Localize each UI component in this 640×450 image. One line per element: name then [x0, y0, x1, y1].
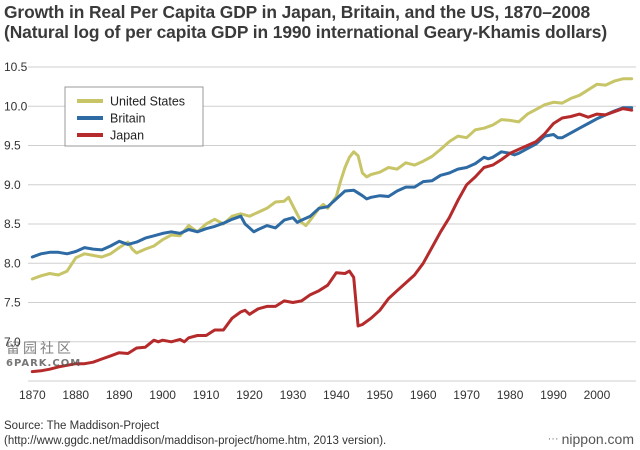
x-tick-label: 1980 — [497, 388, 524, 402]
x-tick-label: 1970 — [453, 388, 480, 402]
x-tick-label: 1950 — [366, 388, 393, 402]
chart-subtitle: (Natural log of per capita GDP in 1990 i… — [4, 22, 608, 42]
y-tick-label: 10.0 — [4, 99, 28, 113]
interpunct-icon: ··· — [547, 433, 559, 445]
legend-label: Britain — [110, 112, 145, 126]
watermark-line2: 6PARK.COM — [6, 358, 82, 369]
series-line-japan — [30, 107, 634, 374]
x-tick-label: 1990 — [540, 388, 567, 402]
x-tick-label: 1920 — [236, 388, 263, 402]
series-line-britain — [30, 106, 634, 259]
x-tick-label: 2000 — [584, 388, 611, 402]
x-tick-label: 1930 — [280, 388, 307, 402]
legend-label: United States — [110, 95, 185, 109]
source-url: (http://www.ggdc.net/maddison/maddison-p… — [4, 435, 387, 447]
x-tick-label: 1890 — [106, 388, 133, 402]
source-line1: Source: The Maddison-Project — [4, 420, 160, 432]
y-tick-label: 10.5 — [4, 60, 28, 74]
credit-text: nippon.com — [561, 431, 634, 447]
y-tick-label: 8.5 — [4, 217, 21, 231]
y-tick-label: 9.5 — [4, 139, 21, 153]
credit: ··· nippon.com — [548, 431, 634, 447]
chart-title: Growth in Real Per Capita GDP in Japan, … — [4, 2, 591, 22]
x-tick-label: 1880 — [62, 388, 89, 402]
watermark-line1: 留园社区 — [6, 341, 74, 357]
x-tick-label: 1900 — [149, 388, 176, 402]
line-chart: 7.0 7.5 8.0 8.5 9.0 9.5 10.0 10.5 1870 1880 1890 19… — [4, 60, 636, 402]
x-tick-label: 1960 — [410, 388, 437, 402]
legend-label: Japan — [110, 129, 144, 143]
x-tick-label: 1870 — [19, 388, 46, 402]
y-tick-label: 7.5 — [4, 296, 21, 310]
x-tick-label: 1940 — [323, 388, 350, 402]
watermark: 留园社区 6PARK.COM — [6, 342, 81, 369]
y-tick-label: 9.0 — [4, 178, 21, 192]
y-tick-label: 7.0 — [4, 335, 21, 349]
x-tick-label: 1910 — [193, 388, 220, 402]
y-tick-label: 8.0 — [4, 256, 21, 270]
